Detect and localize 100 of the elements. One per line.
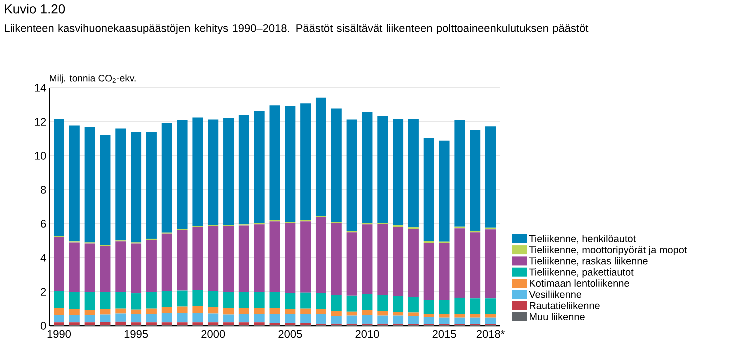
bar	[454, 120, 466, 227]
bar	[285, 309, 296, 314]
bar	[146, 314, 157, 323]
bar	[393, 316, 404, 324]
bar	[100, 135, 111, 246]
bar	[54, 308, 64, 316]
bar	[300, 314, 312, 324]
bar	[84, 322, 96, 326]
bar	[116, 308, 126, 314]
bar	[224, 308, 234, 315]
bar	[470, 232, 481, 299]
bar	[424, 138, 434, 242]
bar	[300, 104, 312, 220]
bar	[378, 224, 388, 296]
legend-label: Vesiliikenne	[529, 290, 582, 298]
bar	[224, 118, 234, 226]
bar	[424, 318, 434, 324]
bar	[454, 318, 466, 324]
bar	[131, 244, 142, 294]
bar	[177, 290, 188, 307]
bar	[454, 314, 466, 318]
bar	[177, 322, 188, 326]
chart-title: Kuvio 1.20	[5, 4, 66, 14]
bar	[192, 118, 204, 226]
bar	[439, 300, 450, 314]
bar	[69, 322, 80, 326]
bar	[470, 298, 481, 314]
bar	[131, 132, 142, 243]
bar	[177, 230, 188, 291]
bar	[84, 315, 96, 323]
x-tick-label: 2018*	[476, 330, 505, 338]
bar	[346, 232, 358, 296]
bar	[131, 322, 142, 326]
y-tick-label: 8	[41, 186, 46, 194]
x-tick-label: 2010	[356, 330, 380, 338]
bar	[254, 308, 265, 314]
bar	[393, 227, 404, 296]
bar	[424, 314, 434, 318]
bar	[238, 308, 250, 314]
bar	[224, 322, 234, 326]
bar	[254, 314, 265, 323]
bar	[408, 229, 419, 298]
bar	[116, 128, 126, 241]
bar	[238, 292, 250, 308]
bar	[470, 318, 481, 324]
bar	[378, 116, 388, 224]
bar	[454, 228, 466, 298]
bar	[285, 314, 296, 324]
legend-label: Kotimaan lentoliikenne	[530, 280, 630, 288]
bar	[54, 322, 64, 326]
bar	[270, 308, 280, 314]
bar	[316, 314, 326, 324]
bar	[146, 308, 157, 314]
bar	[331, 311, 342, 316]
bar	[238, 322, 250, 326]
bar	[346, 316, 358, 324]
bar	[208, 314, 219, 323]
y-tick-label: 10	[35, 152, 46, 160]
bar	[192, 227, 204, 290]
bar	[300, 308, 312, 314]
bar	[486, 318, 496, 324]
bar	[54, 237, 64, 292]
bar	[346, 296, 358, 312]
y-tick-label: 2	[41, 288, 46, 296]
bar	[100, 314, 111, 322]
bar	[84, 127, 96, 243]
bar	[84, 310, 96, 316]
bar	[316, 218, 326, 294]
bar	[254, 224, 265, 292]
y-axis-title: Milj. tonnia CO$_{2}$-ekv.	[50, 74, 136, 84]
bar	[331, 108, 342, 222]
bar	[285, 223, 296, 294]
bar	[208, 307, 219, 314]
bar	[454, 298, 466, 314]
bar	[362, 310, 373, 316]
legend-label: Tieliikenne, raskas liikenne	[529, 257, 648, 266]
y-tick-label: 4	[40, 254, 46, 262]
bar	[116, 322, 126, 326]
bar	[378, 295, 388, 312]
bar	[393, 119, 404, 226]
bar	[486, 298, 496, 314]
bar	[238, 115, 250, 225]
y-tick-label: 0	[40, 322, 46, 330]
bar	[162, 313, 172, 323]
bar	[424, 243, 434, 300]
bar	[69, 242, 80, 292]
x-tick-label: 2000	[202, 330, 226, 338]
bar	[285, 293, 296, 310]
bar	[238, 226, 250, 293]
bar	[224, 292, 234, 308]
bar	[331, 223, 342, 296]
x-tick-label: 1990	[48, 330, 72, 338]
bar	[177, 120, 188, 230]
bar	[116, 242, 126, 292]
bar	[192, 306, 204, 314]
bar	[439, 140, 450, 242]
bar	[69, 315, 80, 323]
bar	[100, 246, 111, 293]
legend-label: Rautatieliikenne	[530, 302, 600, 310]
bar	[131, 314, 142, 323]
